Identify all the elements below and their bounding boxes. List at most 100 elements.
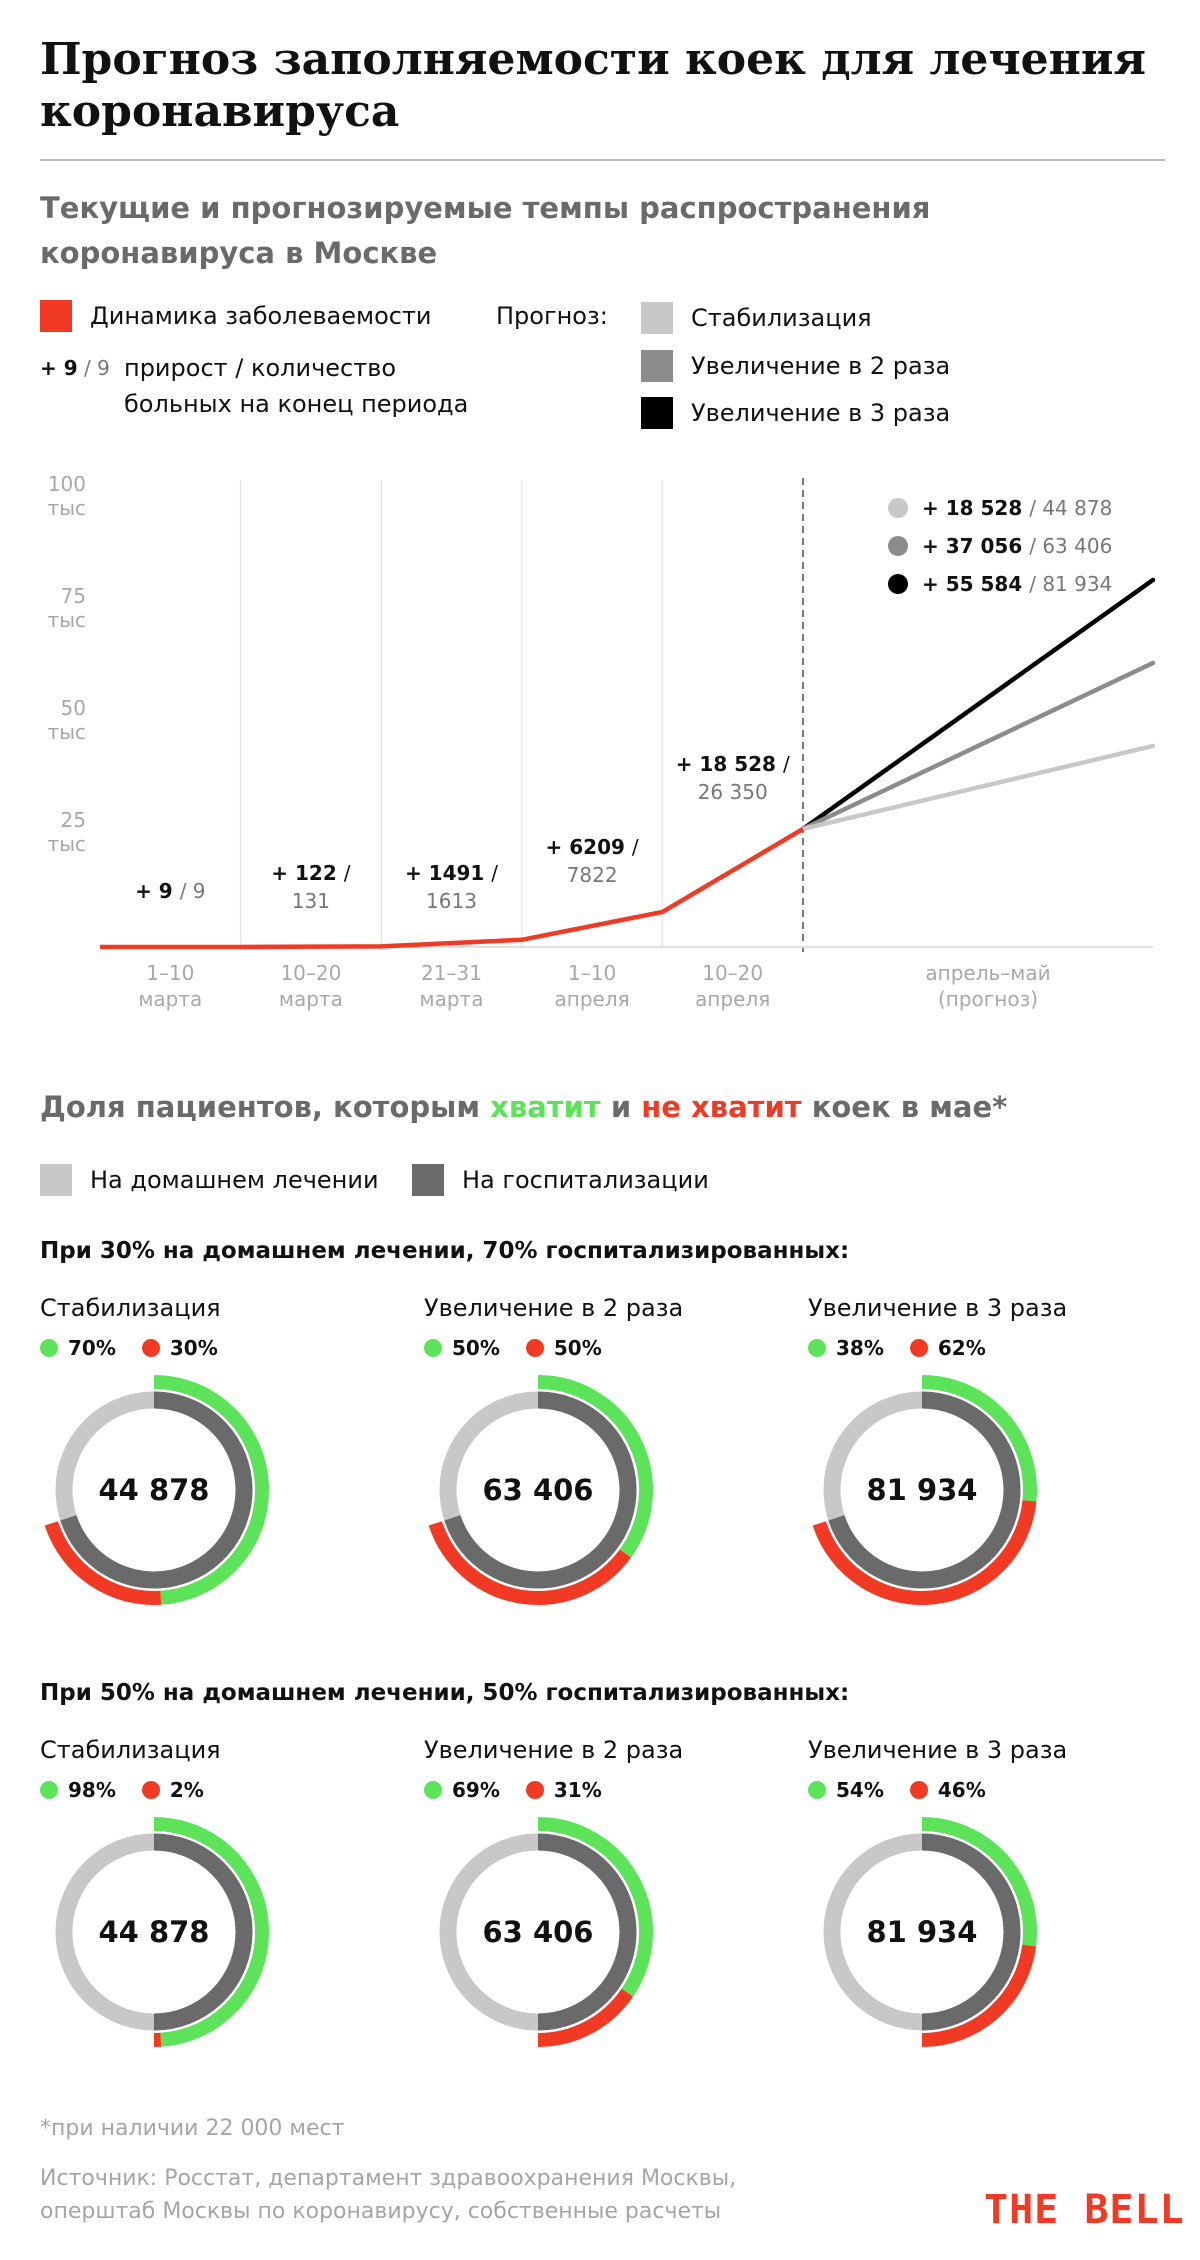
donut-block: Увеличение в 3 раза 38% 62% 81 934	[808, 1294, 1148, 1624]
legend-home-treatment: На домашнем лечении	[40, 1164, 379, 1196]
not-enough-ring	[921, 1944, 1037, 2047]
x-tick-label: апреля	[555, 987, 630, 1011]
section-title-not-enough: не хватит	[641, 1090, 802, 1124]
donut-chart	[439, 1817, 653, 2047]
enough-percent: 70%	[68, 1336, 116, 1360]
page-title: Прогноз заполняемости коек для лечения к…	[40, 34, 1146, 137]
legend-note-text: прирост / количество больных на конец пе…	[124, 354, 469, 418]
data-label: + 1491 /	[405, 861, 498, 885]
y-tick-label: 25	[61, 808, 86, 832]
legend-scenario-triple: Увеличение в 3 раза	[641, 397, 950, 429]
donut-scenario-name: Увеличение в 3 раза	[808, 1736, 1068, 1764]
forecast-line	[800, 577, 1156, 832]
donut-scenario-name: Увеличение в 3 раза	[808, 1294, 1068, 1322]
section-title-part: и	[600, 1090, 642, 1124]
not-enough-dot	[909, 1339, 928, 1357]
donut-chart	[812, 1375, 1037, 1605]
x-tick-label: марта	[420, 987, 484, 1011]
not-enough-percent: 31%	[553, 1778, 602, 1802]
section-title-part: коек в мае*	[801, 1090, 1008, 1124]
not-enough-percent: 46%	[937, 1778, 986, 1802]
not-enough-dot	[525, 1339, 544, 1357]
not-enough-dot	[909, 1781, 928, 1799]
enough-ring	[537, 1817, 653, 1997]
title-divider	[40, 159, 1165, 161]
donut-percentages: 69% 31%	[424, 1778, 602, 1802]
not-enough-dot	[141, 1339, 160, 1357]
hosp-swatch	[412, 1164, 444, 1196]
section-title-part: Доля пациентов, которым	[40, 1090, 491, 1124]
donut-chart	[823, 1817, 1037, 2047]
donut-block: Увеличение в 3 раза 54% 46% 81 934	[808, 1736, 1148, 2066]
legend-scenario-label: Увеличение в 3 раза	[691, 399, 951, 427]
donut-scenario-name: Увеличение в 2 раза	[424, 1294, 684, 1322]
enough-dot	[808, 1339, 826, 1357]
enough-dot	[40, 1339, 58, 1357]
x-tick-label: 1–10	[146, 961, 194, 985]
hosp-ring	[921, 1833, 1021, 2031]
enough-percent: 50%	[452, 1336, 500, 1360]
not-enough-ring	[44, 1521, 162, 1605]
data-label: + 6209 /	[546, 835, 639, 859]
not-enough-dot	[525, 1781, 544, 1799]
double-swatch	[641, 350, 673, 382]
legend-hospitalization: На госпитализации	[412, 1164, 709, 1196]
donut-center-total: 81 934	[866, 1473, 978, 1507]
footnote: *при наличии 22 000 мест	[40, 2116, 345, 2141]
enough-dot	[40, 1781, 58, 1799]
donut-block: Стабилизация 98% 2% 44 878	[40, 1736, 380, 2066]
enough-percent: 54%	[836, 1778, 884, 1802]
forecast-label: + 37 056 / 63 406	[922, 534, 1112, 558]
not-enough-percent: 30%	[169, 1336, 218, 1360]
enough-dot	[808, 1781, 826, 1799]
donut-scenario-name: Увеличение в 2 раза	[424, 1736, 684, 1764]
y-tick-label: тыс	[48, 720, 86, 744]
scenario-group-title-50: При 50% на домашнем лечении, 50% госпита…	[40, 1680, 850, 1706]
data-label-total: 131	[292, 889, 330, 913]
chart-subtitle: Текущие и прогнозируемые темпы распростр…	[40, 191, 931, 270]
data-label-total: 1613	[426, 889, 477, 913]
donut-percentages: 38% 62%	[808, 1336, 986, 1360]
donut-chart	[428, 1375, 653, 1605]
legend-scenario-double: Увеличение в 2 раза	[641, 350, 950, 382]
x-tick-label-forecast: апрель–май	[925, 961, 1050, 985]
section-title-beds: Доля пациентов, которым хватит и не хват…	[40, 1090, 1007, 1124]
hosp-ring	[537, 1833, 637, 2031]
donut-block: Увеличение в 2 раза 69% 31% 63 406	[424, 1736, 764, 2066]
x-tick-label: 21–31	[421, 961, 482, 985]
forecast-line	[800, 660, 1156, 832]
donut-block: Увеличение в 2 раза 50% 50% 63 406	[424, 1294, 764, 1624]
legend-forecast-label: Прогноз:	[496, 302, 608, 330]
data-label: + 18 528 /	[676, 752, 790, 776]
x-tick-label: 10–20	[702, 961, 763, 985]
data-label-total: 26 350	[698, 780, 768, 804]
donut-chart	[44, 1375, 269, 1605]
donut-percentages: 54% 46%	[808, 1778, 986, 1802]
donut-scenario-name: Стабилизация	[40, 1736, 221, 1764]
not-enough-percent: 2%	[169, 1778, 204, 1802]
the-bell-logo: THE BELL	[984, 2187, 1185, 2233]
enough-dot	[424, 1339, 442, 1357]
not-enough-ring	[428, 1521, 632, 1605]
donut-block: Стабилизация 70% 30% 44 878	[40, 1294, 380, 1624]
not-enough-dot	[141, 1781, 160, 1799]
donut-percentages: 50% 50%	[424, 1336, 602, 1360]
note-increment: + 9	[40, 356, 78, 380]
enough-percent: 98%	[68, 1778, 116, 1802]
legend-hosp-label: На госпитализации	[462, 1166, 709, 1194]
not-enough-ring	[537, 1988, 634, 2047]
home-swatch	[40, 1164, 72, 1196]
legend-note-key: + 9 / 9	[40, 356, 110, 380]
legend-home-label: На домашнем лечении	[90, 1166, 379, 1194]
donut-percentages: 98% 2%	[40, 1778, 204, 1802]
donut-center-total: 44 878	[98, 1915, 210, 1949]
x-tick-label: марта	[279, 987, 343, 1011]
section-title-enough: хватит	[490, 1090, 601, 1124]
forecast-dot	[888, 498, 908, 518]
enough-percent: 69%	[452, 1778, 500, 1802]
legend-dynamics-label: Динамика заболеваемости	[90, 302, 432, 330]
legend-scenario-stabilization: Стабилизация	[641, 302, 872, 334]
x-tick-label: апреля	[695, 987, 770, 1011]
hosp-ring	[444, 1391, 637, 1589]
donut-chart	[55, 1817, 269, 2047]
